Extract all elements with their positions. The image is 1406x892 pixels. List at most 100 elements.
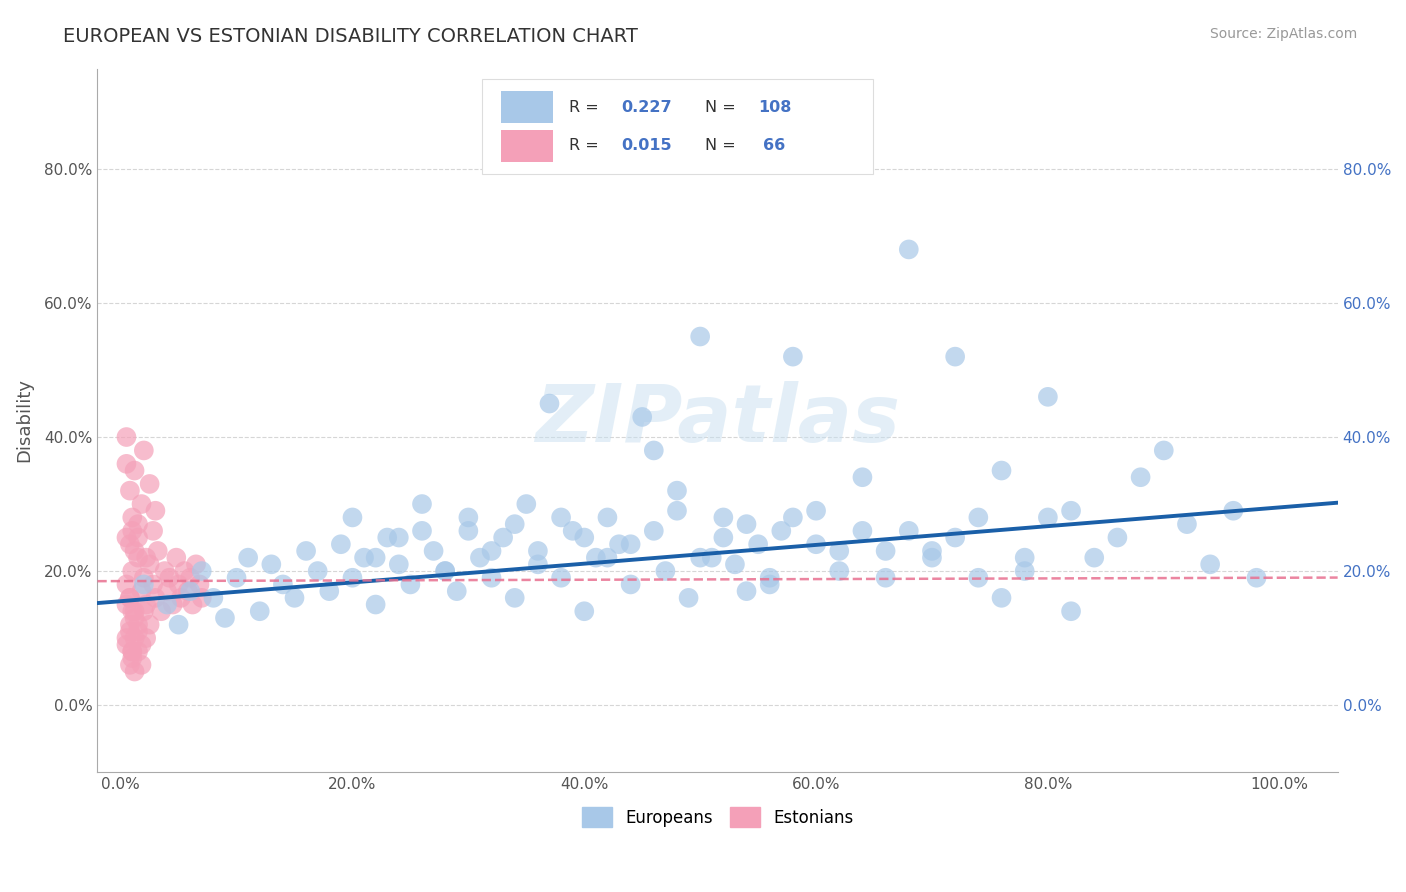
Point xyxy=(124,604,146,618)
Point xyxy=(115,638,138,652)
Point xyxy=(127,517,149,532)
Point xyxy=(150,604,173,618)
Point xyxy=(1060,504,1083,518)
Point xyxy=(118,624,141,639)
Point xyxy=(388,531,411,545)
Point xyxy=(318,584,340,599)
Point xyxy=(115,631,138,645)
Point xyxy=(990,591,1012,605)
Point xyxy=(124,631,146,645)
FancyBboxPatch shape xyxy=(501,91,553,123)
Point xyxy=(620,577,643,591)
Point xyxy=(585,550,607,565)
Point xyxy=(457,510,479,524)
Point xyxy=(643,443,665,458)
Point xyxy=(115,457,138,471)
Point xyxy=(875,544,897,558)
Point xyxy=(127,644,149,658)
Point xyxy=(828,544,851,558)
Point xyxy=(131,657,153,672)
Point xyxy=(804,504,827,518)
Point xyxy=(124,611,146,625)
Point xyxy=(124,544,146,558)
Point xyxy=(135,598,157,612)
Point xyxy=(724,558,747,572)
Text: EUROPEAN VS ESTONIAN DISABILITY CORRELATION CHART: EUROPEAN VS ESTONIAN DISABILITY CORRELAT… xyxy=(63,27,638,45)
Point xyxy=(875,571,897,585)
Point xyxy=(118,591,141,605)
Point xyxy=(399,577,422,591)
Point xyxy=(132,571,155,585)
Point xyxy=(179,584,201,599)
Point xyxy=(596,510,619,524)
Point xyxy=(1036,390,1059,404)
Point xyxy=(1060,604,1083,618)
Point xyxy=(135,550,157,565)
Point xyxy=(515,497,537,511)
Point xyxy=(146,544,169,558)
Point xyxy=(188,577,211,591)
Point xyxy=(118,657,141,672)
Point xyxy=(156,584,179,599)
Point xyxy=(700,550,723,565)
Point xyxy=(118,591,141,605)
Point xyxy=(1129,470,1152,484)
Point xyxy=(131,638,153,652)
Point xyxy=(758,571,780,585)
Point xyxy=(481,571,503,585)
Point xyxy=(179,571,201,585)
Point xyxy=(191,564,214,578)
Text: 0.227: 0.227 xyxy=(621,100,672,115)
Point xyxy=(503,591,526,605)
Point xyxy=(457,524,479,538)
Point xyxy=(127,624,149,639)
Point xyxy=(990,464,1012,478)
Text: N =: N = xyxy=(706,138,741,153)
Point xyxy=(121,524,143,538)
Point xyxy=(550,510,572,524)
Point xyxy=(145,591,167,605)
Point xyxy=(411,524,433,538)
Point xyxy=(561,524,583,538)
Point xyxy=(1199,558,1222,572)
Point xyxy=(132,443,155,458)
Legend: Europeans, Estonians: Europeans, Estonians xyxy=(575,800,860,834)
Point xyxy=(620,537,643,551)
Point xyxy=(131,584,153,599)
Point xyxy=(145,504,167,518)
Text: Source: ZipAtlas.com: Source: ZipAtlas.com xyxy=(1209,27,1357,41)
Point xyxy=(121,644,143,658)
Point xyxy=(177,584,200,599)
Point xyxy=(184,558,207,572)
Point xyxy=(631,409,654,424)
Point xyxy=(434,564,457,578)
Point xyxy=(503,517,526,532)
Point xyxy=(353,550,375,565)
Point xyxy=(121,651,143,665)
Point xyxy=(574,531,596,545)
Point xyxy=(135,631,157,645)
Point xyxy=(943,531,966,545)
Point xyxy=(527,544,550,558)
Point xyxy=(170,591,193,605)
Point xyxy=(1036,510,1059,524)
Point xyxy=(124,464,146,478)
Point xyxy=(173,564,195,578)
Point xyxy=(295,544,318,558)
Point xyxy=(364,598,387,612)
Point xyxy=(1083,550,1105,565)
Point xyxy=(747,537,769,551)
Point xyxy=(236,550,259,565)
Point xyxy=(689,550,711,565)
Point xyxy=(342,510,364,524)
Point xyxy=(260,558,283,572)
Point xyxy=(364,550,387,565)
Point xyxy=(492,531,515,545)
Point xyxy=(689,329,711,343)
Point xyxy=(434,564,457,578)
Point xyxy=(550,571,572,585)
Point xyxy=(165,550,187,565)
Point xyxy=(782,350,804,364)
Text: R =: R = xyxy=(569,138,603,153)
Point xyxy=(643,524,665,538)
